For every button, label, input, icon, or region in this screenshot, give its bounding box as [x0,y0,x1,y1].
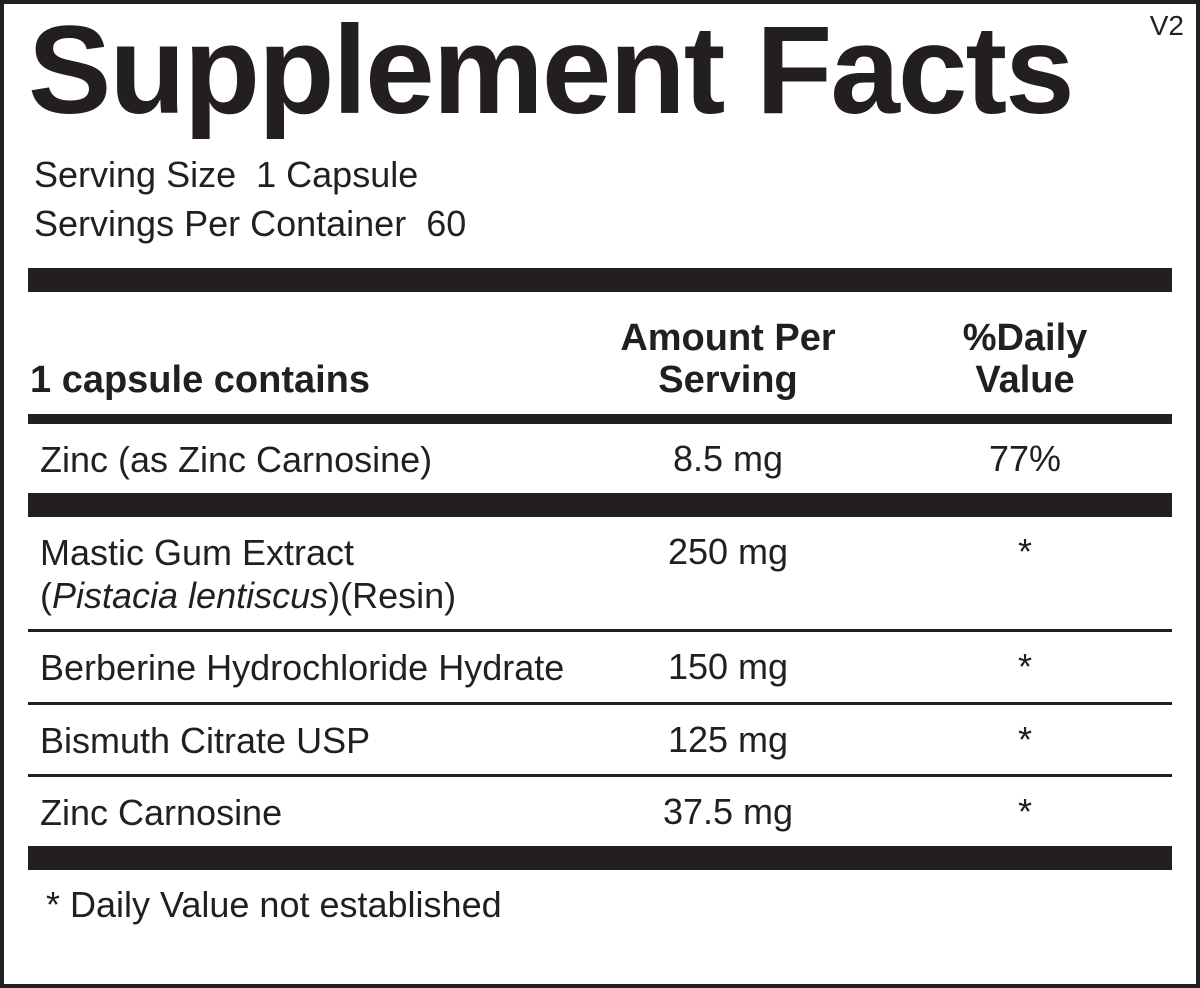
column-header-contains: 1 capsule contains [28,359,568,402]
panel-title: Supplement Facts [28,8,1172,133]
ingredient-amount: 125 mg [568,719,888,761]
ingredient-name: Zinc (as Zinc Carnosine) [28,438,568,481]
divider-bar [28,268,1172,292]
version-label: V2 [1150,10,1184,42]
table-row: Zinc (as Zinc Carnosine) 8.5 mg 77% [28,424,1172,493]
table-row: Berberine Hydrochloride Hydrate 150 mg * [28,632,1172,701]
column-header-amount: Amount PerServing [568,318,888,402]
ingredient-amount: 8.5 mg [568,438,888,480]
column-header-dv: %DailyValue [888,318,1172,402]
ingredient-name: Mastic Gum Extract(Pistacia lentiscus)(R… [28,531,568,617]
footnote: * Daily Value not established [28,870,1172,926]
ingredient-dv: * [888,646,1172,688]
table-row: Mastic Gum Extract(Pistacia lentiscus)(R… [28,517,1172,629]
ingredient-name: Zinc Carnosine [28,791,568,834]
servings-per-container-label: Servings Per Container [34,203,406,244]
header-rule [28,414,1172,424]
ingredient-amount: 250 mg [568,531,888,573]
ingredient-amount: 150 mg [568,646,888,688]
ingredient-amount: 37.5 mg [568,791,888,833]
ingredient-dv: 77% [888,438,1172,480]
table-row: Bismuth Citrate USP 125 mg * [28,705,1172,774]
ingredient-name: Berberine Hydrochloride Hydrate [28,646,568,689]
ingredient-dv: * [888,791,1172,833]
divider-bar [28,493,1172,517]
divider-bar [28,846,1172,870]
table-row: Zinc Carnosine 37.5 mg * [28,777,1172,846]
supplement-facts-panel: V2 Supplement Facts Serving Size 1 Capsu… [0,0,1200,988]
serving-info: Serving Size 1 Capsule Servings Per Cont… [28,151,1172,248]
ingredient-dv: * [888,719,1172,761]
servings-per-container-line: Servings Per Container 60 [34,200,1172,249]
serving-size-line: Serving Size 1 Capsule [34,151,1172,200]
table-header-row: 1 capsule contains Amount PerServing %Da… [28,292,1172,414]
serving-size-label: Serving Size [34,154,236,195]
serving-size-value: 1 Capsule [256,154,418,195]
ingredient-name: Bismuth Citrate USP [28,719,568,762]
servings-per-container-value: 60 [426,203,466,244]
ingredient-dv: * [888,531,1172,573]
